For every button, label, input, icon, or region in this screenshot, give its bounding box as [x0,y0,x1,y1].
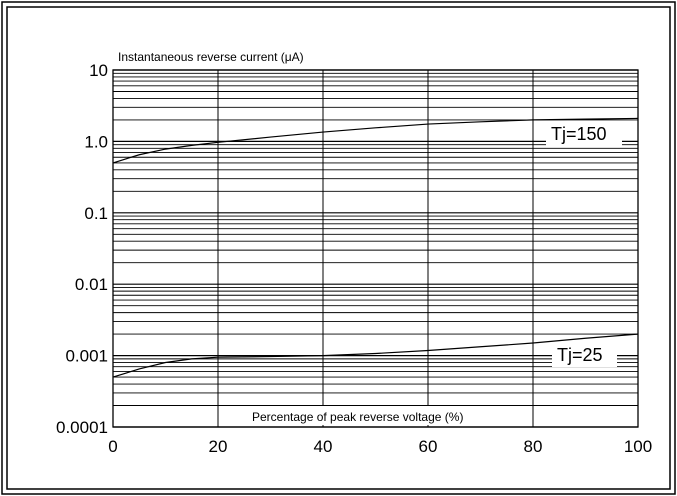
x-tick-label: 20 [209,437,228,456]
y-axis-label: Instantaneous reverse current (μA) [118,50,304,64]
x-tick-label: 100 [624,437,652,456]
y-tick-label: 0.1 [84,204,108,223]
series-label: Tj=25 [557,345,603,365]
x-tick-label: 40 [314,437,333,456]
x-tick-label: 80 [524,437,543,456]
series-label: Tj=150 [551,124,607,144]
y-tick-label: 1.0 [84,132,108,151]
y-tick-label: 10 [89,61,108,80]
x-axis-label: Percentage of peak reverse voltage (%) [252,410,463,424]
x-tick-label: 60 [419,437,438,456]
y-tick-label: 0.01 [75,275,108,294]
x-tick-label: 0 [108,437,117,456]
y-tick-label: 0.0001 [56,418,108,437]
y-tick-label: 0.001 [65,347,108,366]
